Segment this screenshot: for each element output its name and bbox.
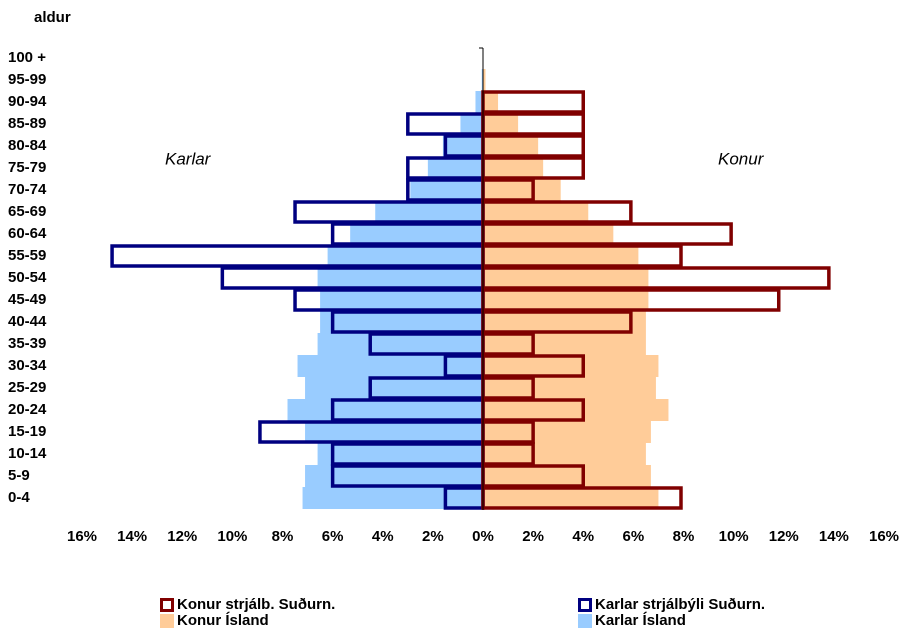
bar [320, 311, 483, 333]
x-tick-label: 4% [572, 528, 594, 545]
bar [305, 465, 483, 487]
bar [483, 333, 646, 355]
x-tick-label: 6% [623, 528, 645, 545]
bar [483, 267, 649, 289]
annotation: Karlar [165, 149, 212, 168]
bar [483, 289, 649, 311]
y-tick-label: 65-69 [8, 203, 46, 220]
bar [305, 377, 483, 399]
x-tick-label: 16% [869, 528, 899, 545]
y-tick-label: 60-64 [8, 225, 47, 242]
bar [483, 113, 519, 135]
bar [483, 179, 561, 201]
x-tick-label: 12% [167, 528, 197, 545]
x-tick-label: 0% [472, 528, 494, 545]
legend-marker [160, 598, 174, 612]
bar [302, 487, 483, 509]
y-tick-label: 0-4 [8, 489, 30, 506]
bar [483, 91, 499, 113]
bar [481, 69, 483, 91]
x-tick-label: 2% [422, 528, 444, 545]
y-tick-label: 100 + [8, 49, 46, 66]
bar [297, 355, 483, 377]
bar [350, 223, 483, 245]
legend-marker [160, 614, 174, 628]
bar [287, 399, 483, 421]
y-tick-label: 95-99 [8, 71, 46, 88]
y-tick-label: 35-39 [8, 335, 46, 352]
y-tick-label: 5-9 [8, 467, 30, 484]
y-tick-label: 85-89 [8, 115, 46, 132]
y-tick-label: 70-74 [8, 181, 47, 198]
y-tick-label: 15-19 [8, 423, 46, 440]
bar [475, 91, 483, 113]
x-tick-label: 14% [117, 528, 147, 545]
x-tick-label: 2% [522, 528, 544, 545]
y-tick-label: 80-84 [8, 137, 47, 154]
y-tick-label: 50-54 [8, 269, 47, 286]
bar [483, 201, 589, 223]
bar [483, 311, 646, 333]
bar [317, 267, 483, 289]
x-tick-label: 4% [372, 528, 394, 545]
bar [483, 465, 651, 487]
y-tick-label: 10-14 [8, 445, 47, 462]
bar [327, 245, 483, 267]
x-tick-label: 6% [322, 528, 344, 545]
bar [317, 333, 483, 355]
bar [483, 223, 614, 245]
bar [483, 487, 659, 509]
x-tick-label: 16% [67, 528, 97, 545]
bar [483, 443, 646, 465]
legend-label: Karlar Ísland [595, 612, 686, 629]
bar [483, 377, 656, 399]
y-axis-label: aldur [34, 9, 71, 26]
x-tick-label: 8% [272, 528, 294, 545]
bar [483, 135, 539, 157]
legend-label: Karlar strjálbýli Suðurn. [595, 596, 765, 613]
bar [410, 179, 483, 201]
bar [317, 443, 483, 465]
x-tick-label: 10% [217, 528, 247, 545]
y-tick-label: 20-24 [8, 401, 47, 418]
bar [483, 399, 669, 421]
x-tick-label: 10% [719, 528, 749, 545]
y-tick-label: 45-49 [8, 291, 46, 308]
bar [320, 289, 483, 311]
bar [442, 135, 483, 157]
x-tick-label: 14% [819, 528, 849, 545]
bar [305, 421, 483, 443]
y-tick-label: 40-44 [8, 313, 47, 330]
x-tick-label: 8% [673, 528, 695, 545]
y-tick-label: 30-34 [8, 357, 47, 374]
bar [483, 245, 639, 267]
y-tick-label: 55-59 [8, 247, 46, 264]
bar [460, 113, 483, 135]
bar [483, 69, 486, 91]
y-tick-label: 75-79 [8, 159, 46, 176]
bar [483, 421, 651, 443]
bar [483, 157, 544, 179]
legend-marker [578, 614, 592, 628]
legend-label: Konur Ísland [177, 612, 269, 629]
y-tick-label: 25-29 [8, 379, 46, 396]
y-tick-label: 90-94 [8, 93, 47, 110]
bar [427, 157, 483, 179]
legend-label: Konur strjálb. Suðurn. [177, 596, 335, 613]
x-tick-label: 12% [769, 528, 799, 545]
annotation: Konur [718, 149, 765, 168]
legend-marker [578, 598, 592, 612]
bar [375, 201, 483, 223]
bar [483, 355, 659, 377]
